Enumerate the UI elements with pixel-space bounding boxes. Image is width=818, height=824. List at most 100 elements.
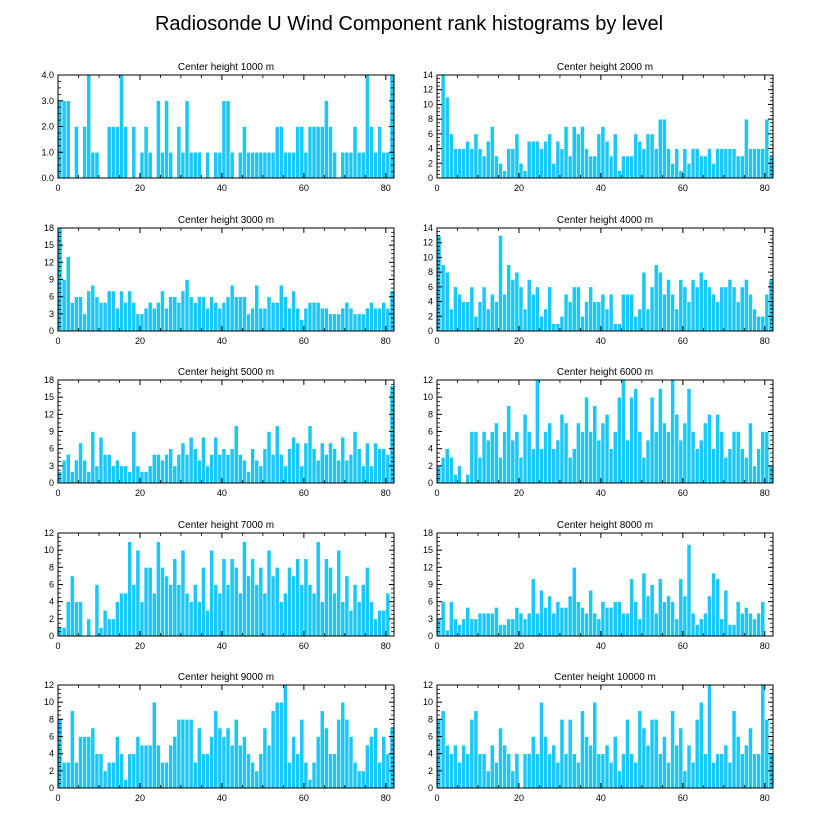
bar-series [436, 235, 774, 332]
histogram-bar [197, 296, 202, 332]
histogram-bar [518, 162, 524, 179]
y-tick-label: 3 [428, 614, 433, 624]
histogram-bar [727, 448, 733, 484]
x-tick-label: 80 [760, 336, 770, 346]
histogram-bar [315, 302, 321, 332]
bar-series [57, 227, 395, 332]
histogram-bar [612, 431, 618, 484]
histogram-bar [453, 744, 458, 789]
histogram-bar [756, 612, 762, 637]
histogram-bar [274, 126, 280, 179]
y-tick-label: 0 [49, 326, 54, 336]
histogram-bar [86, 471, 92, 484]
histogram-bar [727, 624, 733, 637]
histogram-bar [719, 618, 725, 637]
histogram-bar [127, 753, 133, 789]
histogram-bar [653, 148, 659, 179]
histogram-bar [213, 436, 219, 484]
histogram-bar [498, 624, 503, 637]
histogram-bar [295, 442, 301, 484]
y-tick-label: 0.0 [41, 173, 54, 183]
histogram-panel: Center height 8000 m 0 3 6 9 12 15 18 0 20 40 60 80 [423, 520, 774, 651]
histogram-bar [127, 471, 133, 484]
histogram-bar [377, 761, 383, 789]
histogram-bar [612, 323, 618, 332]
histogram-bar [336, 549, 342, 637]
histogram-bar [332, 592, 337, 637]
histogram-bar [489, 431, 495, 484]
histogram-bar [205, 465, 210, 484]
histogram-bar [756, 448, 762, 484]
histogram-bar [588, 589, 594, 637]
panel-title: Center height 8000 m [557, 520, 653, 531]
histogram-bar [278, 454, 284, 484]
x-tick-label: 20 [514, 488, 524, 498]
x-tick-label: 80 [381, 183, 391, 193]
histogram-bar [535, 140, 540, 179]
histogram-bar [539, 448, 544, 484]
histogram-bar [719, 148, 725, 179]
histogram-bar [539, 701, 544, 789]
histogram-bar [250, 151, 255, 179]
histogram-bar [641, 148, 647, 179]
histogram-bar [678, 578, 684, 637]
histogram-bar [225, 100, 231, 179]
histogram-bar [291, 575, 296, 637]
histogram-bar [764, 431, 770, 484]
histogram-bar [295, 126, 301, 179]
x-tick-label: 60 [678, 183, 688, 193]
histogram-bar [229, 151, 235, 179]
y-tick-label: 1.0 [41, 147, 54, 157]
histogram-bar [352, 126, 358, 179]
histogram-bar [344, 719, 350, 789]
histogram-bar [299, 319, 305, 332]
histogram-bar [106, 618, 112, 637]
histogram-bar [98, 436, 104, 484]
histogram-bar [328, 313, 333, 332]
histogram-bar [69, 710, 75, 789]
histogram-bar [106, 290, 112, 332]
x-tick-label: 40 [217, 183, 227, 193]
histogram-bar [666, 148, 671, 179]
y-tick-label: 2.0 [41, 122, 54, 132]
histogram-bar [698, 701, 704, 789]
histogram-bar [143, 471, 149, 484]
histogram-bar [440, 264, 446, 332]
histogram-bar [270, 454, 276, 484]
histogram-bar [336, 459, 342, 484]
histogram-bar [686, 544, 692, 637]
histogram-bar [535, 286, 540, 332]
histogram-bar [373, 727, 378, 789]
histogram-bar [690, 148, 696, 179]
histogram-bar [752, 148, 757, 179]
histogram-bar [690, 761, 696, 789]
histogram-bar [477, 753, 483, 789]
histogram-bar [94, 584, 100, 637]
histogram-bar [147, 465, 153, 484]
histogram-bar [119, 290, 124, 332]
histogram-bar [143, 744, 149, 789]
histogram-bar [356, 601, 362, 637]
histogram-bar [707, 148, 712, 179]
histogram-bar [131, 753, 137, 789]
histogram-bar [250, 558, 255, 637]
histogram-bar [584, 736, 589, 789]
histogram-bar [657, 118, 663, 179]
histogram-bar [180, 442, 186, 484]
histogram-bar [604, 607, 610, 637]
y-tick-label: 2 [428, 311, 433, 321]
histogram-bar [291, 436, 296, 484]
histogram-panel: Center height 10000 m 0 2 4 6 8 10 12 0 20 40 60 80 [423, 672, 774, 803]
histogram-bar [229, 448, 235, 484]
histogram-bar [502, 744, 507, 789]
y-tick-label: 14 [423, 223, 433, 233]
y-tick-label: 4 [428, 144, 433, 154]
histogram-bar [61, 627, 67, 637]
histogram-bar [670, 379, 675, 484]
histogram-bar [510, 148, 516, 179]
histogram-bar [584, 148, 589, 179]
histogram-bar [192, 761, 198, 789]
histogram-bar [143, 307, 149, 332]
histogram-bar [547, 753, 553, 789]
histogram-bar [633, 133, 639, 179]
